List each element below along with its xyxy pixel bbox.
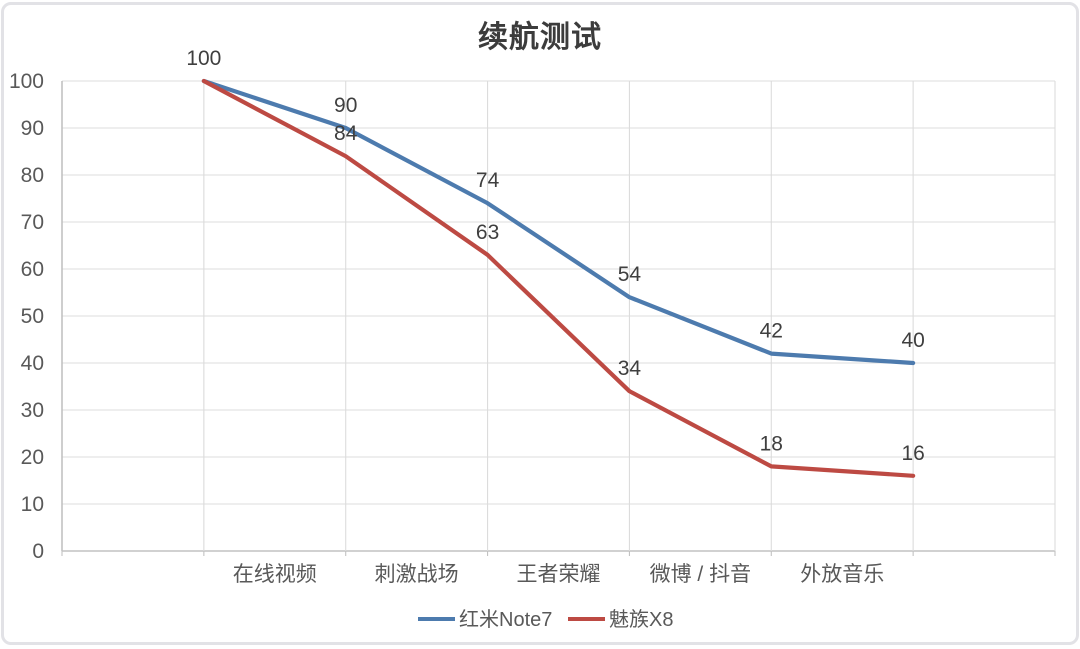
chart-title: 续航测试 [478, 21, 602, 54]
data-label: 74 [476, 169, 500, 192]
series-line-1 [201, 78, 916, 478]
x-category-label: 外放音乐 [800, 563, 884, 586]
series-line-0 [201, 78, 916, 366]
legend-label-1: 魅族X8 [609, 608, 673, 631]
y-tick-label: 70 [21, 211, 44, 234]
data-label: 90 [334, 94, 357, 117]
y-tick-label: 0 [32, 540, 44, 563]
data-label: 63 [476, 221, 499, 244]
y-tick-label: 60 [21, 258, 44, 281]
data-label: 54 [618, 263, 642, 286]
data-label: 100 [186, 47, 221, 70]
y-tick-label: 40 [21, 352, 44, 375]
data-label: 18 [760, 432, 783, 455]
data-label: 42 [760, 320, 783, 343]
data-label: 16 [901, 442, 924, 465]
x-category-label: 在线视频 [233, 563, 317, 586]
data-label: 84 [334, 122, 358, 145]
y-tick-label: 80 [21, 164, 44, 187]
data-label: 34 [618, 357, 642, 380]
y-tick-label: 90 [21, 117, 44, 140]
x-category-label: 微博 / 抖音 [650, 563, 752, 586]
legend-label-0: 红米Note7 [459, 608, 552, 631]
y-tick-label: 20 [21, 446, 44, 469]
x-category-label: 王者荣耀 [517, 563, 601, 586]
y-tick-label: 50 [21, 305, 44, 328]
data-label: 40 [901, 329, 924, 352]
y-tick-label: 30 [21, 399, 44, 422]
x-category-label: 刺激战场 [375, 563, 459, 586]
y-tick-label: 10 [21, 493, 44, 516]
y-tick-label: 100 [9, 70, 44, 93]
